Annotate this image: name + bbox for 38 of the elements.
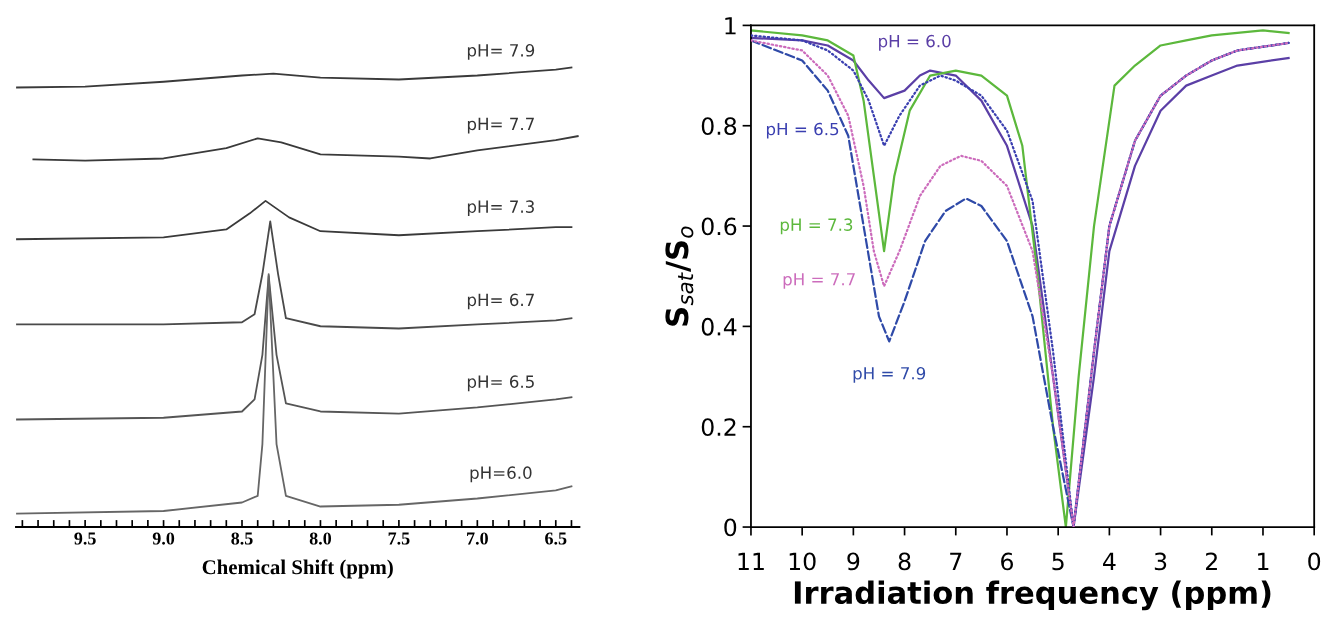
series-label: pH = 7.7 [783,273,855,289]
y-tick-label: 0.4 [701,317,737,336]
x-tick-label: 8 [898,552,911,571]
series-label: pH=6.0 [470,466,532,483]
y-axis-title: S$_{sat}$/S$_{o}$ [665,226,694,326]
x-axis-title: Chemical Shift (ppm) [202,559,393,579]
x-tick-label: 0 [1308,552,1321,571]
series-label: pH = 7.3 [780,218,853,235]
x-tick-label: 4 [1103,552,1116,570]
x-tick-label: 6 [1001,552,1013,571]
x-tick-label: 11 [738,552,764,570]
x-tick-label: 7 [950,552,962,570]
y-tick-label: 0.8 [701,117,737,136]
series-label: pH= 6.5 [467,375,534,392]
x-tick-label: 5 [1052,552,1064,571]
x-tick-label: 2 [1206,552,1217,570]
x-tick-label: 3 [1154,552,1167,571]
series-label: pH= 7.3 [467,200,534,217]
series-label: pH= 7.7 [467,117,534,134]
x-tick-label: 10 [789,552,816,571]
series-label: pH= 6.7 [467,293,534,310]
series-label: pH= 7.9 [467,44,535,60]
x-tick-label: 9.0 [152,532,175,545]
x-tick-label: 6.5 [545,532,567,545]
x-tick-label: 1 [1258,552,1269,570]
x-tick-label: 9 [847,552,860,571]
y-tick-label: 1 [725,17,736,35]
x-tick-label: 8.5 [231,532,253,545]
x-tick-label: 7.0 [467,532,488,545]
x-axis-title: Irradiation frequency (ppm) [794,580,1271,611]
x-tick-label: 9.5 [74,532,96,545]
y-tick-label: 0.6 [701,217,737,236]
series-label: pH = 6.0 [879,34,951,51]
text: pH = 7.9 [853,367,926,383]
x-tick-label: 7.5 [388,532,410,545]
y-tick-label: 0.2 [701,418,736,437]
text: pH = 6.5 [766,122,839,139]
x-tick-label: 8.0 [309,532,332,545]
